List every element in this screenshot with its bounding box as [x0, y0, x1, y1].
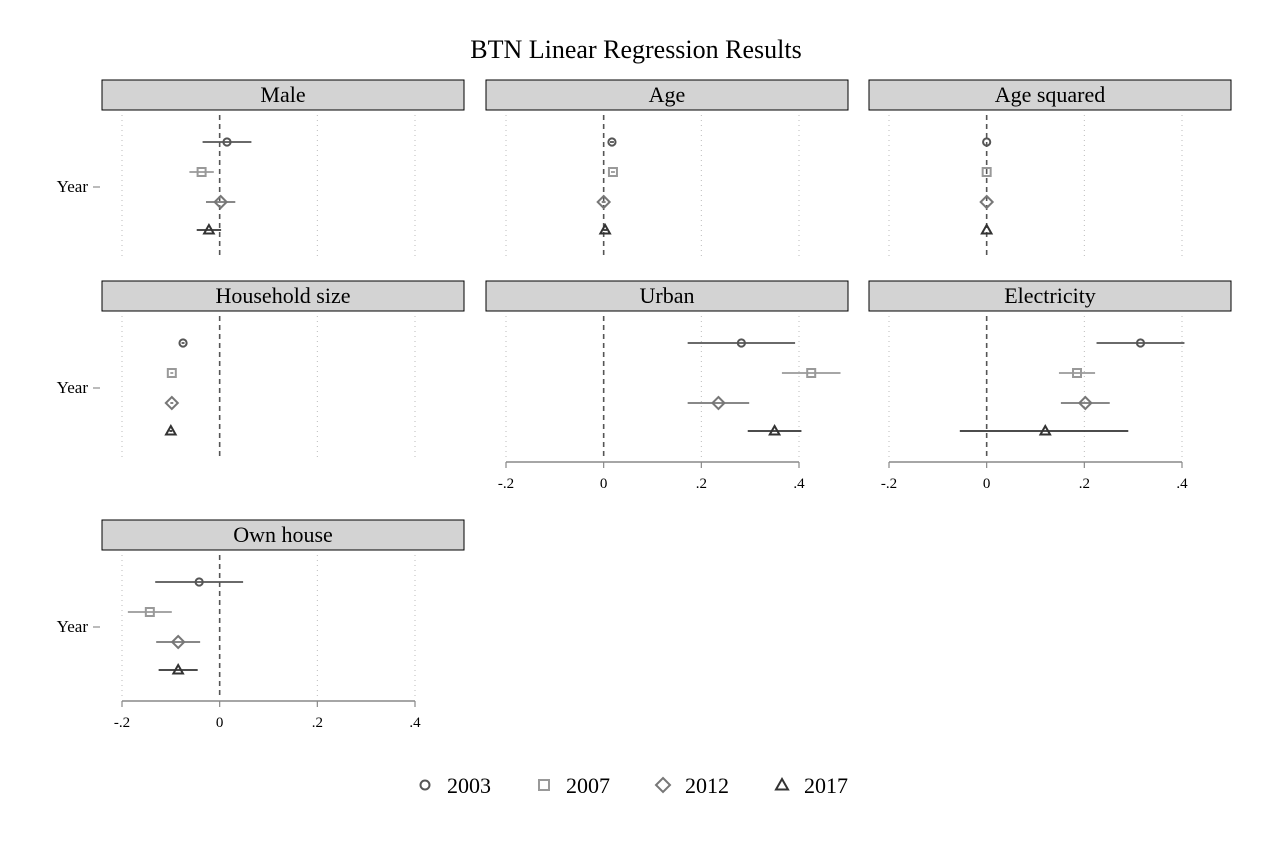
panel-strip [485, 280, 849, 312]
point-2007 [981, 167, 992, 177]
point-2007 [196, 167, 207, 177]
x-tick-label: .2 [696, 476, 707, 492]
x-tick-label: .4 [409, 715, 421, 731]
legend-marker [419, 779, 431, 791]
panel-strip [868, 79, 1232, 111]
panel-title: Age [649, 82, 686, 107]
panel-urban: Urban -.2 0 .2 .4 [485, 280, 849, 492]
point-2003 [736, 338, 746, 348]
panel-title: Urban [640, 283, 695, 308]
panels-group: Male Year Age Age squared Household size Year… [57, 79, 1232, 731]
point-2017 [164, 423, 178, 436]
point-2003 [194, 577, 204, 587]
legend-label: 2017 [804, 773, 848, 798]
panel-title: Electricity [1004, 283, 1096, 308]
point-2012 [596, 194, 612, 210]
legend-item-2007: 2007 [538, 773, 610, 798]
point-2003 [1135, 338, 1146, 348]
legend-marker [774, 776, 790, 791]
y-category-label: Year [57, 177, 89, 196]
x-tick-label: -.2 [881, 476, 897, 492]
panel-male: Male Year [57, 79, 465, 258]
panel-title: Age squared [995, 82, 1106, 107]
point-2007 [607, 167, 618, 177]
x-tick-label: .4 [1176, 476, 1188, 492]
legend-item-2017: 2017 [774, 773, 848, 798]
point-2007 [144, 607, 155, 617]
panel-strip [868, 280, 1232, 312]
panel-age: Age [485, 79, 849, 258]
panel-household-size: Household size Year [57, 280, 465, 459]
legend-item-2012: 2012 [654, 773, 729, 798]
point-2017 [202, 222, 216, 235]
x-tick-label: .4 [793, 476, 805, 492]
point-2003 [607, 137, 617, 147]
legend-marker [654, 776, 672, 794]
panel-strip [101, 280, 465, 312]
point-2012 [979, 194, 995, 210]
legend-marker [538, 779, 550, 791]
point-2012 [1077, 395, 1093, 411]
point-2012 [164, 395, 180, 411]
point-2003 [222, 137, 232, 147]
x-tick-label: 0 [216, 715, 224, 731]
point-2007 [1072, 368, 1083, 378]
x-tick-label: .2 [1079, 476, 1090, 492]
legend-label: 2007 [566, 773, 610, 798]
point-2012 [711, 395, 726, 411]
legend: 2003 2007 2012 2017 [419, 773, 848, 798]
x-tick-label: -.2 [498, 476, 514, 492]
point-2003 [982, 137, 992, 147]
legend-label: 2003 [447, 773, 491, 798]
panel-age-squared: Age squared [868, 79, 1232, 258]
panel-title: Own house [233, 522, 333, 547]
panel-strip [101, 79, 465, 111]
x-tick-label: .2 [312, 715, 323, 731]
x-tick-label: 0 [983, 476, 991, 492]
chart-title: BTN Linear Regression Results [470, 35, 801, 64]
point-2007 [166, 368, 177, 378]
point-2017 [171, 662, 185, 675]
point-2017 [598, 222, 612, 235]
panel-strip [101, 519, 465, 551]
point-2012 [213, 194, 229, 210]
point-2007 [806, 368, 817, 378]
panel-own-house: Own house Year -.2 0 .2 .4 [57, 519, 465, 731]
point-2017 [1038, 423, 1052, 436]
point-2017 [980, 222, 994, 235]
y-category-label: Year [57, 378, 89, 397]
legend-label: 2012 [685, 773, 729, 798]
point-2012 [170, 634, 186, 650]
panel-title: Male [260, 82, 305, 107]
panel-electricity: Electricity -.2 0 .2 .4 [868, 280, 1232, 492]
panel-title: Household size [215, 283, 350, 308]
legend-item-2003: 2003 [419, 773, 491, 798]
y-category-label: Year [57, 617, 89, 636]
panel-strip [485, 79, 849, 111]
x-tick-label: -.2 [114, 715, 130, 731]
x-tick-label: 0 [600, 476, 608, 492]
point-2003 [178, 338, 188, 348]
point-2017 [768, 423, 782, 436]
